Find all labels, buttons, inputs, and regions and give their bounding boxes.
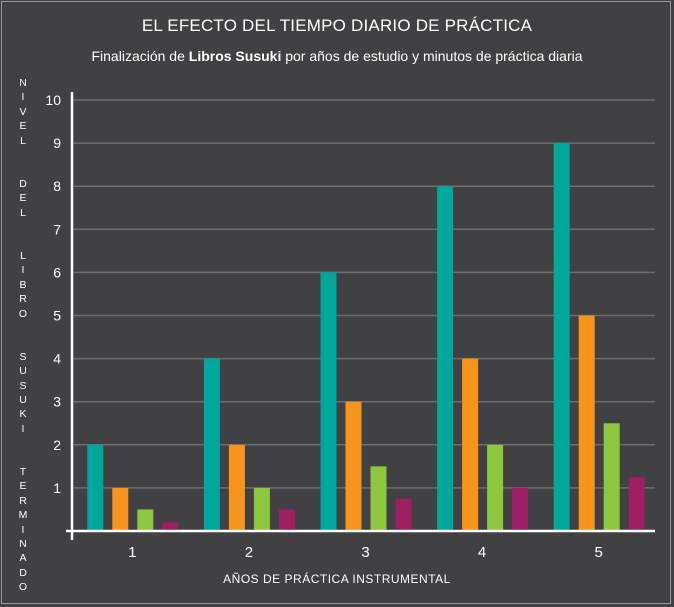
y-tick-label: 3 (53, 394, 61, 410)
subtitle-bold: Libros Susuki (188, 48, 282, 64)
x-axis-label: AÑOS DE PRÁCTICA INSTRUMENTAL (223, 572, 451, 586)
x-tick-label: 3 (361, 544, 369, 561)
y-tick-label: 8 (53, 178, 61, 194)
y-tick-label: 9 (53, 135, 61, 151)
bar (578, 315, 595, 531)
bar (437, 186, 454, 531)
chart-title: EL EFECTO DEL TIEMPO DIARIO DE PRÁCTICA (141, 16, 533, 35)
y-tick-label: 6 (53, 264, 61, 280)
chart-subtitle: Finalización de Libros Susuki por años d… (0, 48, 674, 64)
bar (603, 423, 620, 531)
x-tick-label: 1 (128, 544, 136, 561)
y-tick-label: 4 (53, 351, 61, 367)
y-tick-label: 7 (53, 221, 61, 237)
bar (228, 444, 245, 531)
y-tick-label: 5 (53, 308, 61, 324)
bar (345, 401, 362, 531)
bar (112, 487, 129, 531)
bar (628, 477, 645, 531)
y-tick-label: 1 (53, 480, 61, 496)
bar (462, 358, 479, 531)
bar (203, 358, 220, 531)
bar (395, 498, 412, 531)
subtitle-prefix: Finalización de (91, 48, 189, 64)
bar (553, 143, 570, 531)
bar (162, 522, 179, 531)
x-tick-label: 4 (478, 544, 486, 561)
bar (370, 466, 387, 531)
subtitle-suffix: por años de estudio y minutos de práctic… (281, 48, 583, 64)
bar (137, 509, 154, 531)
x-tick-label: 2 (245, 544, 253, 561)
bar (87, 444, 104, 531)
y-tick-label: 2 (53, 437, 61, 453)
bar (487, 444, 504, 531)
bar (278, 509, 295, 531)
bar (320, 272, 337, 531)
y-tick-label: 10 (45, 92, 61, 108)
bar (253, 487, 270, 531)
bar (512, 487, 529, 531)
x-tick-label: 5 (595, 544, 603, 561)
